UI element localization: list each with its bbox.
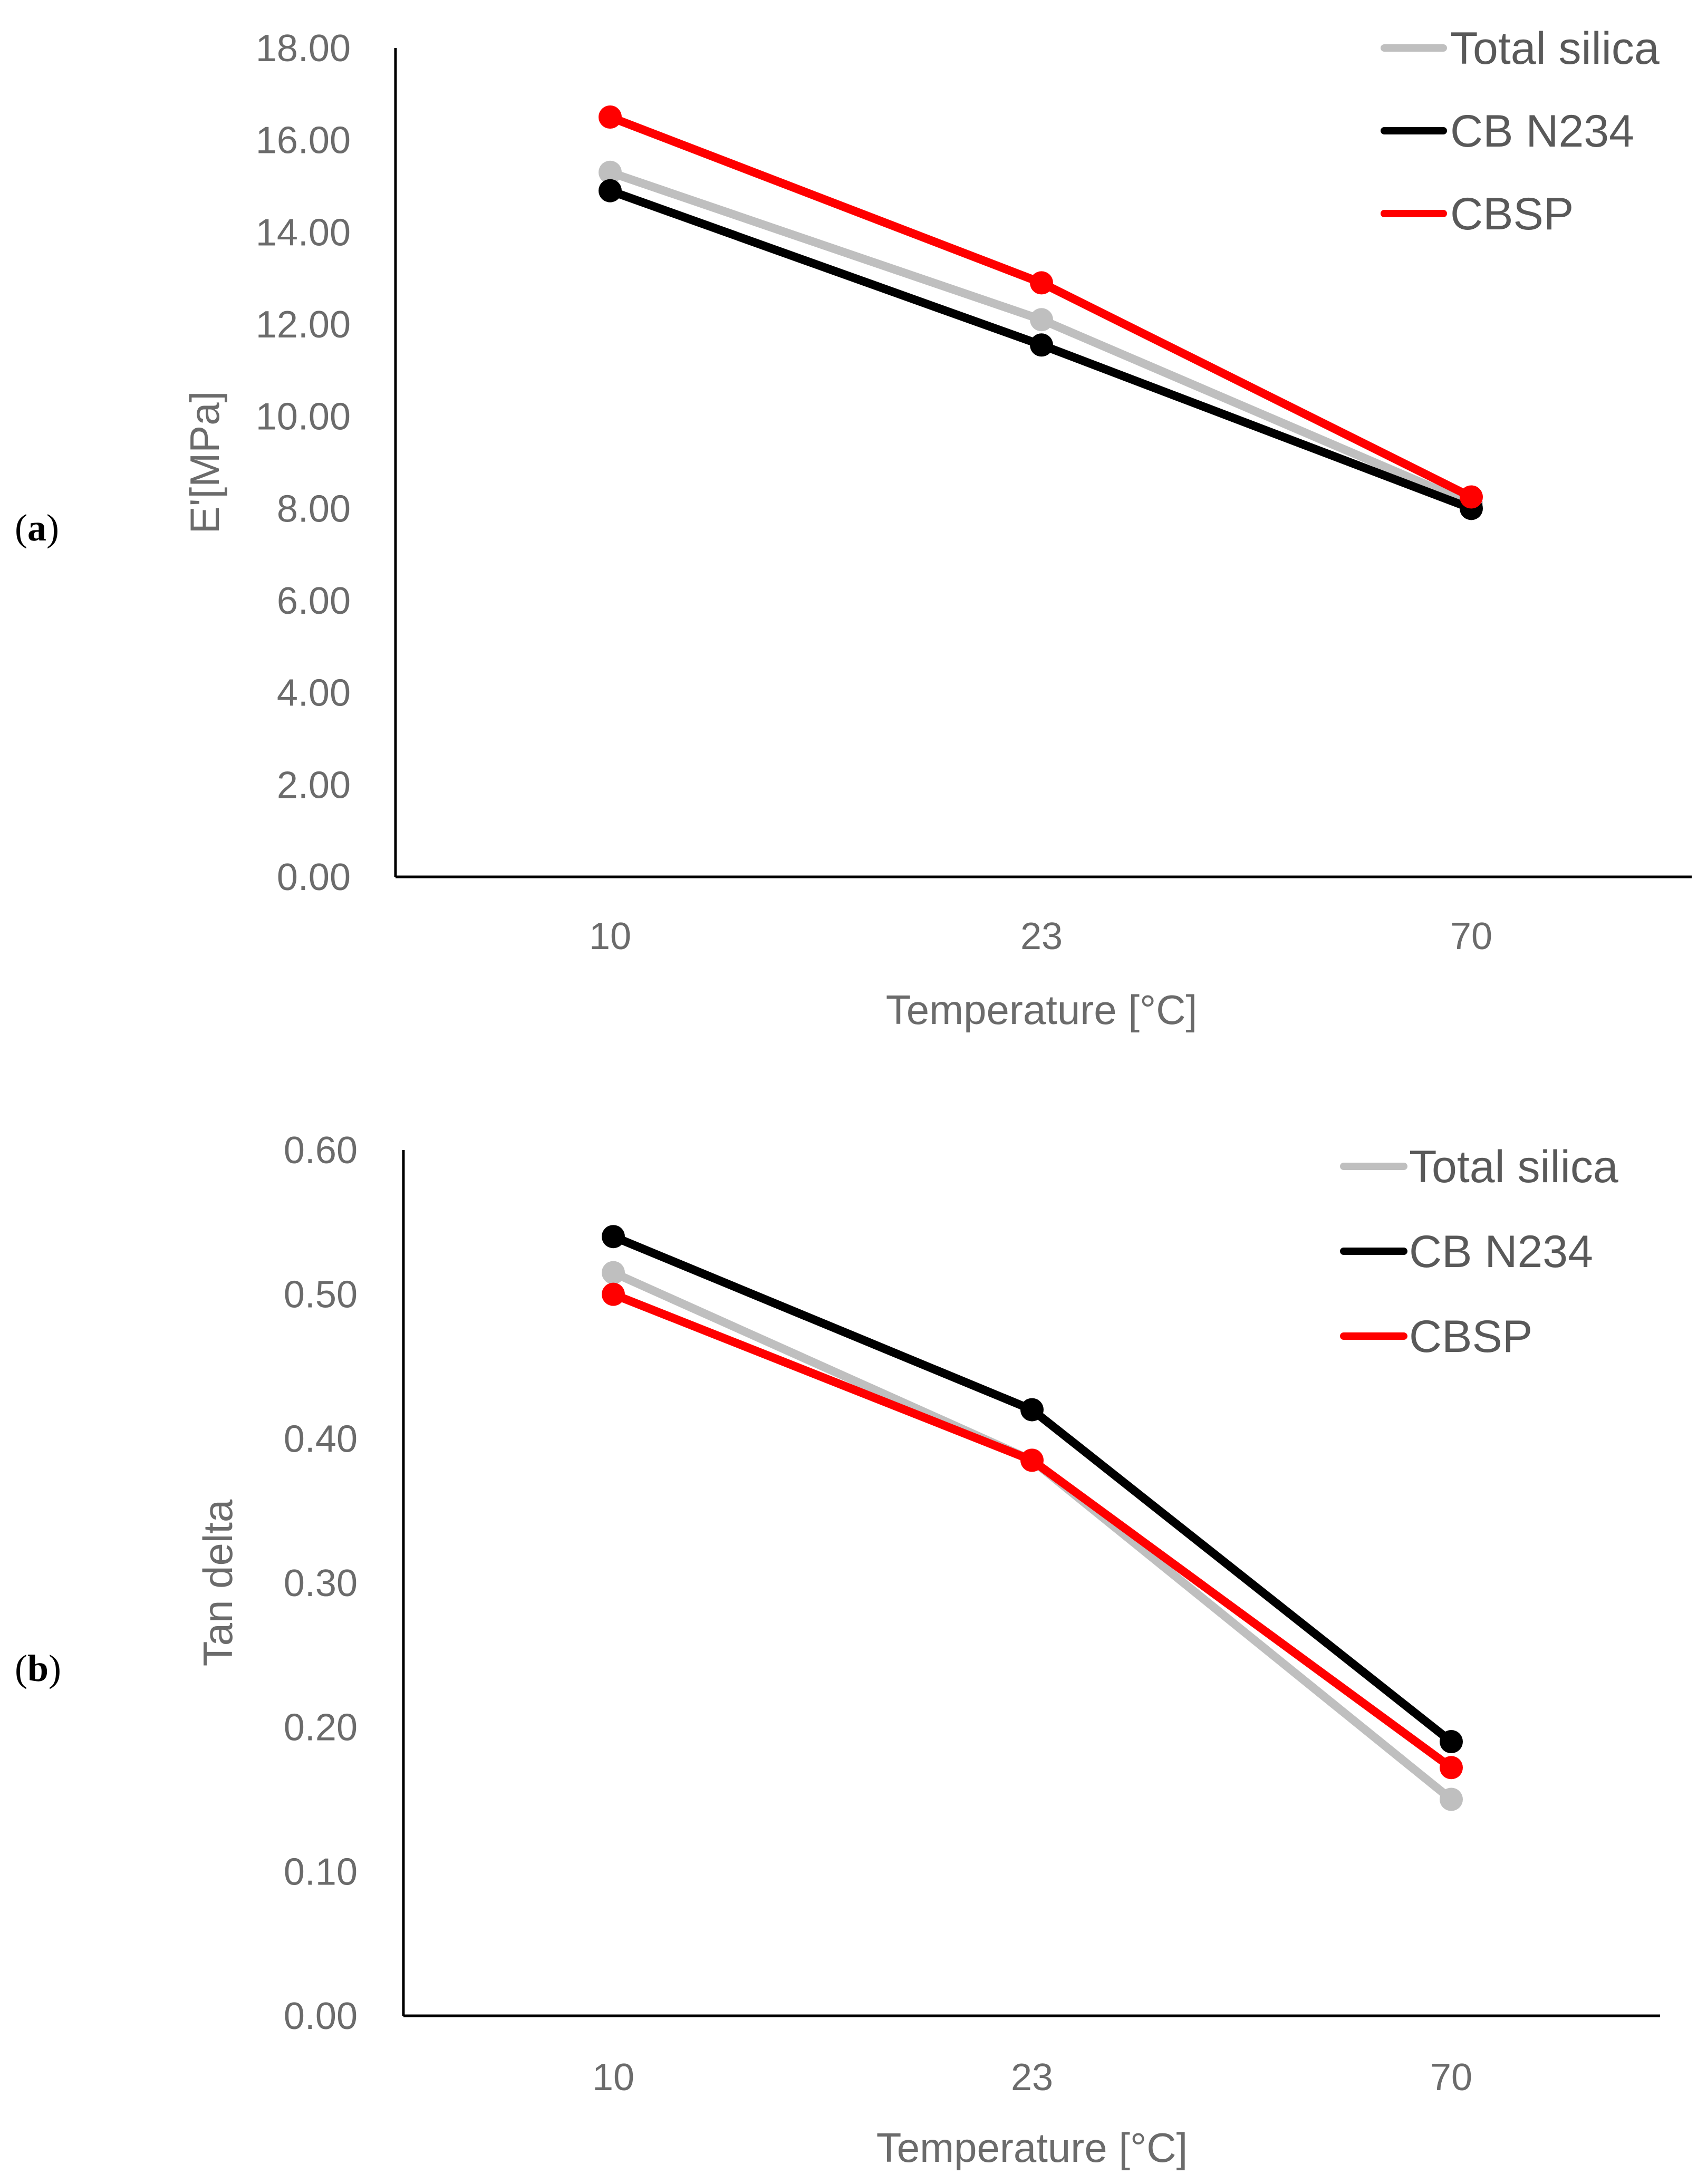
series-total-silica bbox=[599, 160, 1483, 516]
data-point bbox=[1030, 308, 1053, 332]
data-point bbox=[602, 1225, 625, 1249]
panel-label: (a) bbox=[15, 507, 59, 549]
legend-label: CBSP bbox=[1450, 189, 1574, 239]
y-axis-title: Tan delta bbox=[195, 1499, 241, 1666]
y-tick-label: 0.60 bbox=[284, 1129, 358, 1172]
x-tick-label: 10 bbox=[592, 2056, 634, 2099]
y-tick-label: 0.00 bbox=[277, 856, 351, 898]
data-point bbox=[1020, 1448, 1044, 1472]
y-axis-title: E'[MPa] bbox=[181, 391, 228, 534]
y-tick-label: 14.00 bbox=[256, 211, 351, 254]
data-point bbox=[1020, 1398, 1044, 1422]
y-tick-label: 10.00 bbox=[256, 396, 351, 438]
x-axis-title: Temperature [°C] bbox=[876, 2124, 1188, 2171]
series-line bbox=[609, 1232, 1455, 1746]
x-tick-label: 10 bbox=[589, 915, 631, 958]
panel-label: (b) bbox=[15, 1647, 61, 1689]
y-tick-label: 2.00 bbox=[277, 764, 351, 806]
legend-label: Total silica bbox=[1409, 1142, 1618, 1192]
data-point bbox=[1030, 271, 1053, 295]
y-tick-label: 0.20 bbox=[284, 1707, 358, 1749]
x-tick-label: 23 bbox=[1011, 2056, 1053, 2099]
chart-panel-b: (b) 0.00 0.10 0.20 0.30 0.40 0.50 0.60 10 23 70 Tem… bbox=[15, 1129, 1660, 2171]
series-line bbox=[606, 113, 1475, 501]
data-point bbox=[1440, 1756, 1463, 1780]
data-point bbox=[599, 160, 622, 184]
data-point bbox=[1440, 1730, 1463, 1754]
data-point bbox=[1030, 333, 1053, 357]
y-tick-label: 16.00 bbox=[256, 120, 351, 162]
data-point bbox=[599, 105, 622, 129]
x-tick-label: 23 bbox=[1020, 915, 1063, 958]
y-tick-label: 0.30 bbox=[284, 1562, 358, 1605]
y-tick-label: 0.50 bbox=[284, 1274, 358, 1316]
data-point bbox=[1440, 1787, 1463, 1811]
y-tick-label: 6.00 bbox=[277, 580, 351, 622]
y-tick-label: 0.40 bbox=[284, 1418, 358, 1460]
y-tick-label: 18.00 bbox=[256, 27, 351, 70]
data-point bbox=[602, 1282, 625, 1306]
series-cb-n234 bbox=[602, 1225, 1463, 1754]
legend: Total silica CB N234 CBSP bbox=[1381, 23, 1660, 239]
legend: Total silica CB N234 CBSP bbox=[1340, 1142, 1618, 1362]
legend-label: CBSP bbox=[1409, 1311, 1532, 1362]
x-tick-label: 70 bbox=[1450, 915, 1492, 958]
y-tick-label: 12.00 bbox=[256, 304, 351, 346]
y-tick-label: 4.00 bbox=[277, 672, 351, 714]
legend-label: Total silica bbox=[1450, 23, 1660, 74]
y-tick-label: 0.10 bbox=[284, 1851, 358, 1893]
x-tick-label: 70 bbox=[1430, 2056, 1472, 2099]
data-point bbox=[602, 1261, 625, 1284]
data-point bbox=[1460, 485, 1483, 509]
series-cbsp bbox=[599, 105, 1483, 509]
series-cb-n234 bbox=[599, 179, 1483, 520]
y-tick-label: 0.00 bbox=[284, 1995, 358, 2037]
series-line bbox=[609, 1268, 1455, 1804]
legend-label: CB N234 bbox=[1409, 1226, 1593, 1277]
x-axis-title: Temperature [°C] bbox=[886, 987, 1197, 1033]
series-cbsp bbox=[602, 1282, 1463, 1780]
legend-label: CB N234 bbox=[1450, 106, 1634, 157]
chart-panel-a: (a) 0.00 2.00 4.00 6.00 8.00 10.00 12.00 14.00 16… bbox=[15, 23, 1692, 1033]
data-point bbox=[599, 179, 622, 202]
y-tick-label: 8.00 bbox=[277, 488, 351, 530]
